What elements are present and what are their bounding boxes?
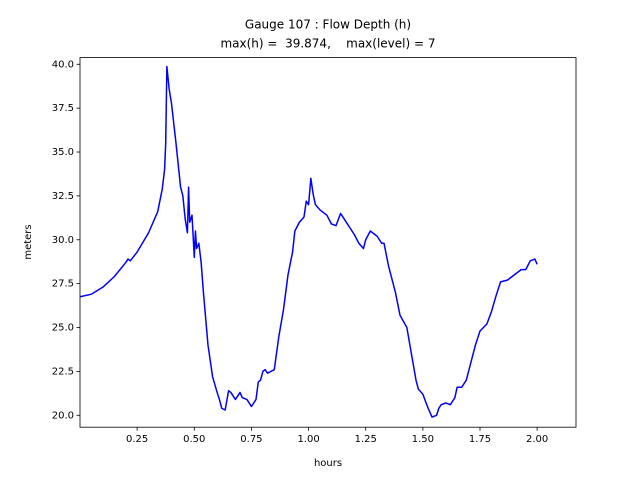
y-tick-label: 25.0	[52, 323, 74, 334]
x-tick-label: 2.00	[526, 434, 548, 445]
x-tick-label: 0.50	[183, 434, 205, 445]
y-tick-label: 30.0	[52, 235, 74, 246]
x-tick-label: 1.00	[297, 434, 319, 445]
chart-title: Gauge 107 : Flow Depth (h)	[245, 18, 411, 32]
x-tick-label: 1.50	[412, 434, 434, 445]
data-line	[80, 65, 538, 418]
y-tick-label: 32.5	[52, 191, 74, 202]
y-axis-label: meters	[23, 224, 34, 259]
x-tick-label: 1.75	[469, 434, 491, 445]
plot-frame	[79, 57, 577, 428]
y-tick-label: 35.0	[52, 147, 74, 158]
x-tick-label: 0.75	[240, 434, 262, 445]
y-tick-label: 40.0	[52, 59, 74, 70]
y-tick-label: 27.5	[52, 279, 74, 290]
y-tick-label: 37.5	[52, 103, 74, 114]
y-tick-label: 20.0	[52, 410, 74, 421]
chart-subtitle: max(h) = 39.874, max(level) = 7	[220, 37, 435, 51]
x-tick-label: 1.25	[355, 434, 377, 445]
y-tick-label: 22.5	[52, 366, 74, 377]
x-axis-label: hours	[314, 458, 342, 469]
x-tick-label: 0.25	[126, 434, 148, 445]
